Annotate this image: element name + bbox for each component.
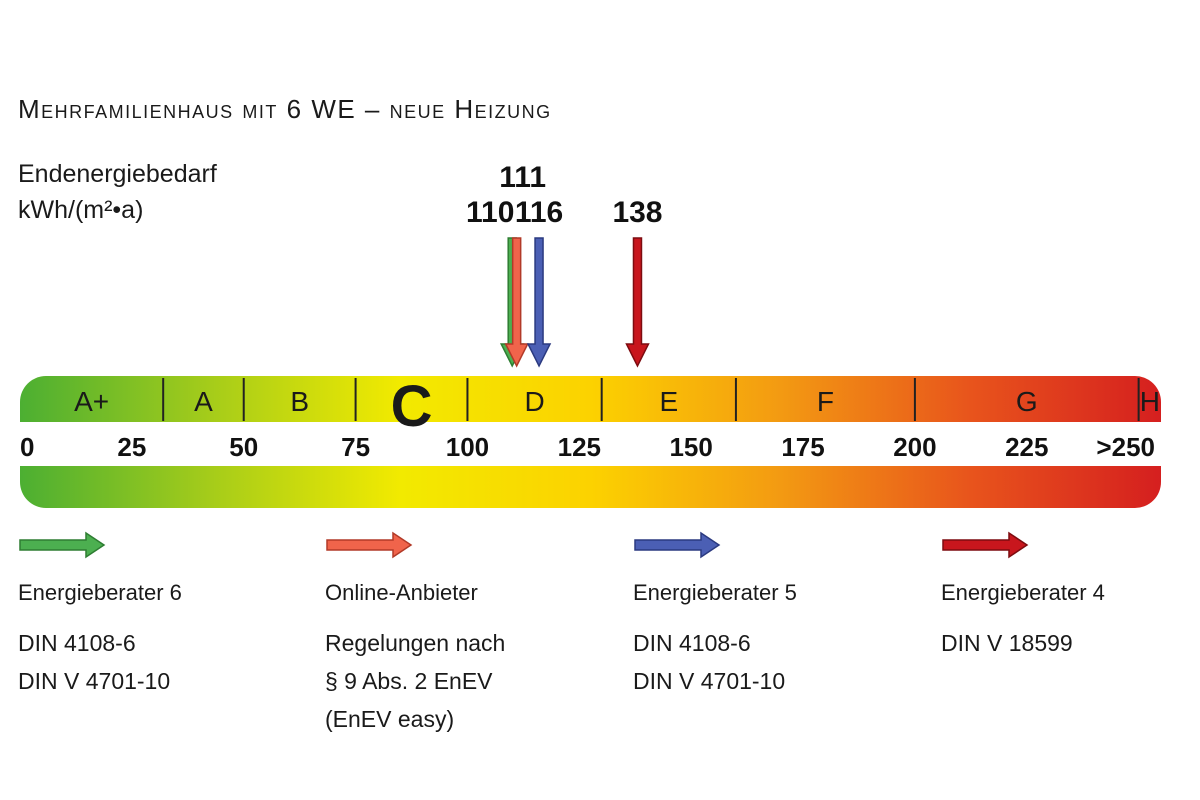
blue-arrow-icon <box>634 531 721 559</box>
class-label: H <box>1140 386 1160 417</box>
class-label: F <box>817 386 834 417</box>
tick-label: 25 <box>117 432 146 462</box>
tick-label: 150 <box>669 432 712 462</box>
class-label: B <box>290 386 309 417</box>
marker-value-label: 138 <box>612 196 662 229</box>
legend-notes: DIN 4108-6 DIN V 4701-10 <box>18 624 318 700</box>
legend-note: DIN V 4701-10 <box>633 668 786 694</box>
tick-label: 100 <box>446 432 489 462</box>
unit-label: Endenergiebedarf kWh/(m²•a) <box>18 156 217 228</box>
marker-arrow <box>526 237 552 368</box>
energy-scale-chart: A+ A B C D E F G H 0 25 50 75 100 125 150 175 200 225 >250… <box>20 161 1161 508</box>
tick-label: >250 <box>1096 432 1155 462</box>
tick-label: 50 <box>229 432 258 462</box>
legend-note: DIN V 4701-10 <box>18 668 171 694</box>
tick-label: 200 <box>893 432 936 462</box>
class-labels: A+ A B C D E F G H <box>74 374 1160 439</box>
legend-arrow <box>942 531 1029 559</box>
green-arrow-icon <box>19 531 106 559</box>
class-label: D <box>524 386 544 417</box>
legend-note: § 9 Abs. 2 EnEV <box>325 668 493 694</box>
class-label: E <box>659 386 678 417</box>
tick-label: 125 <box>558 432 601 462</box>
legend-note: DIN 4108-6 <box>18 630 136 656</box>
chart-title: Mehrfamilienhaus mit 6 WE – neue Heizung <box>18 94 552 124</box>
unit-label-line2: kWh/(m²•a) <box>18 196 144 224</box>
orange-red-arrow-icon <box>326 531 413 559</box>
legend-note: (EnEV easy) <box>325 706 455 732</box>
class-dividers <box>162 378 1140 421</box>
class-band <box>20 376 1161 422</box>
legend-note: DIN 4108-6 <box>633 630 751 656</box>
marker-value-label: 111 <box>499 161 546 194</box>
legend-item-energieberater-5: Energieberater 5 DIN 4108-6 DIN V 4701-1… <box>633 530 933 700</box>
legend-name: Energieberater 4 <box>941 580 1105 605</box>
legend-item-online-anbieter: Online-Anbieter Regelungen nach § 9 Abs.… <box>325 530 625 738</box>
class-label: G <box>1016 386 1038 417</box>
class-label: A <box>194 386 213 417</box>
legend-arrow <box>19 531 106 559</box>
tick-label: 175 <box>781 432 824 462</box>
legend-notes: DIN V 18599 <box>941 624 1200 662</box>
marker-arrow <box>504 237 529 368</box>
marker-arrow <box>625 237 650 368</box>
class-label: A+ <box>74 386 109 417</box>
tick-label: 75 <box>341 432 370 462</box>
legend-note: DIN V 18599 <box>941 630 1073 656</box>
class-label: C <box>391 374 433 439</box>
legend-notes: Regelungen nach § 9 Abs. 2 EnEV (EnEV ea… <box>325 624 625 738</box>
legend-name: Online-Anbieter <box>325 580 478 605</box>
marker-value-label: 116 <box>515 196 563 229</box>
legend-name: Energieberater 6 <box>18 580 182 605</box>
unit-label-line1: Endenergiebedarf <box>18 160 217 188</box>
legend-name: Energieberater 5 <box>633 580 797 605</box>
legend-arrow <box>326 531 413 559</box>
tick-label: 225 <box>1005 432 1048 462</box>
tick-labels: 0 25 50 75 100 125 150 175 200 225 >250 <box>20 432 1155 462</box>
legend-note: Regelungen nach <box>325 630 506 656</box>
legend-arrow <box>634 531 721 559</box>
red-arrow-icon <box>942 531 1029 559</box>
tick-label: 0 <box>20 432 34 462</box>
marker-value-label: 110 <box>466 196 514 229</box>
gradient-band <box>20 466 1161 508</box>
legend-item-energieberater-6: Energieberater 6 DIN 4108-6 DIN V 4701-1… <box>18 530 318 700</box>
legend-notes: DIN 4108-6 DIN V 4701-10 <box>633 624 933 700</box>
legend-item-energieberater-4: Energieberater 4 DIN V 18599 <box>941 530 1200 662</box>
